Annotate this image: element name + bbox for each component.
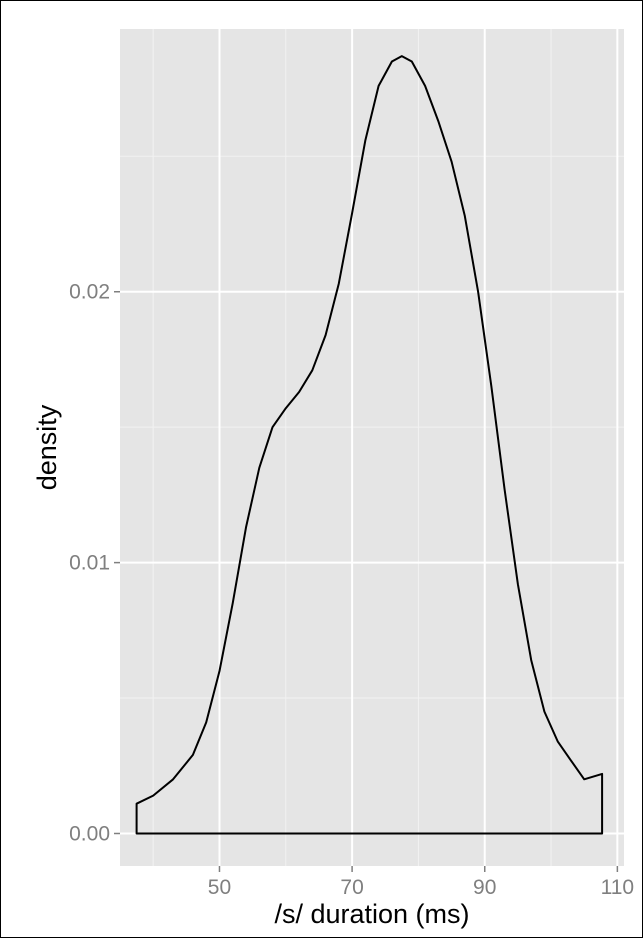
y-tick-label: 0.00	[69, 822, 110, 845]
plot-panel	[120, 29, 624, 866]
y-tick-labels: 0.00 0.01 0.02	[69, 281, 110, 846]
y-axis-title: density	[32, 404, 62, 490]
x-tick-label: 110	[601, 876, 634, 899]
x-tick-label: 50	[208, 876, 231, 899]
y-tick-label: 0.02	[69, 281, 110, 304]
x-axis-title: /s/ duration (ms)	[274, 899, 469, 929]
x-tick-label: 90	[473, 876, 496, 899]
axis-ticks	[114, 290, 619, 872]
x-tick-label: 70	[340, 876, 363, 899]
density-curve	[135, 55, 604, 835]
x-tick-labels: 50 70 90 110	[208, 876, 634, 899]
y-tick-label: 0.01	[69, 552, 110, 575]
minor-gridlines	[120, 29, 624, 866]
